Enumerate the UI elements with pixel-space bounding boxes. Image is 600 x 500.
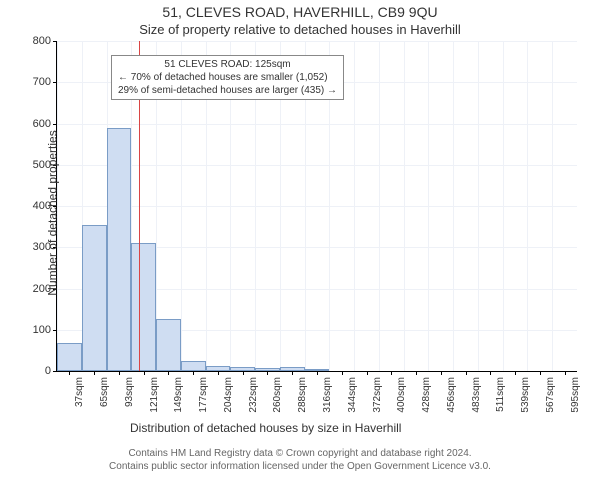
annotation-line: 29% of semi-detached houses are larger (… <box>118 84 337 97</box>
xtick-label: 539sqm <box>520 377 531 413</box>
page-subtitle: Size of property relative to detached ho… <box>0 22 600 37</box>
grid-line-v <box>453 41 454 371</box>
xtick-label: 37sqm <box>74 377 85 407</box>
ytick-mark <box>53 371 57 372</box>
histogram-bar <box>82 225 107 371</box>
histogram-bar <box>131 243 156 371</box>
grid-line-h <box>57 206 577 207</box>
xtick-label: 204sqm <box>223 377 234 413</box>
xtick-mark <box>267 371 268 375</box>
xtick-mark <box>367 371 368 375</box>
footer: Contains HM Land Registry data © Crown c… <box>0 447 600 473</box>
xtick-label: 511sqm <box>495 377 506 412</box>
histogram-bar <box>107 128 132 371</box>
grid-line-v <box>404 41 405 371</box>
xtick-label: 428sqm <box>421 377 432 413</box>
xtick-mark <box>119 371 120 375</box>
xtick-mark <box>94 371 95 375</box>
xtick-label: 400sqm <box>396 377 407 413</box>
annotation-box: 51 CLEVES ROAD: 125sqm← 70% of detached … <box>111 55 344 100</box>
xtick-label: 316sqm <box>322 377 333 413</box>
ytick-label: 100 <box>33 324 51 336</box>
x-axis-label: Distribution of detached houses by size … <box>130 421 401 435</box>
ytick-label: 800 <box>33 35 51 47</box>
xtick-label: 232sqm <box>248 377 259 413</box>
xtick-label: 65sqm <box>99 377 110 407</box>
xtick-mark <box>441 371 442 375</box>
grid-line-v <box>428 41 429 371</box>
grid-line-v <box>552 41 553 371</box>
xtick-label: 567sqm <box>545 377 556 413</box>
xtick-mark <box>391 371 392 375</box>
xtick-mark <box>168 371 169 375</box>
xtick-label: 93sqm <box>124 377 135 407</box>
xtick-label: 260sqm <box>272 377 283 413</box>
xtick-mark <box>193 371 194 375</box>
xtick-mark <box>466 371 467 375</box>
grid-line-v <box>478 41 479 371</box>
grid-line-v <box>527 41 528 371</box>
xtick-mark <box>243 371 244 375</box>
xtick-label: 595sqm <box>570 377 581 413</box>
xtick-mark <box>515 371 516 375</box>
xtick-mark <box>342 371 343 375</box>
xtick-label: 456sqm <box>446 377 457 413</box>
xtick-mark <box>416 371 417 375</box>
page-title: 51, CLEVES ROAD, HAVERHILL, CB9 9QU <box>0 4 600 20</box>
histogram-bar <box>181 361 206 371</box>
xtick-mark <box>144 371 145 375</box>
grid-line-v <box>379 41 380 371</box>
xtick-mark <box>218 371 219 375</box>
xtick-label: 372sqm <box>372 377 383 413</box>
xtick-label: 483sqm <box>471 377 482 413</box>
annotation-line: 51 CLEVES ROAD: 125sqm <box>118 58 337 71</box>
ytick-label: 700 <box>33 76 51 88</box>
xtick-mark <box>565 371 566 375</box>
ytick-label: 600 <box>33 118 51 130</box>
y-axis-label: Number of detached properties <box>46 130 60 295</box>
annotation-line: ← 70% of detached houses are smaller (1,… <box>118 71 337 84</box>
xtick-label: 121sqm <box>149 377 160 413</box>
xtick-label: 344sqm <box>347 377 358 413</box>
footer-line-2: Contains public sector information licen… <box>0 460 600 473</box>
grid-line-h <box>57 41 577 42</box>
grid-line-v <box>354 41 355 371</box>
xtick-mark <box>69 371 70 375</box>
grid-line-v <box>503 41 504 371</box>
chart-container: 010020030040050060070080037sqm65sqm93sqm… <box>0 41 600 441</box>
xtick-label: 177sqm <box>198 377 209 413</box>
histogram-bar <box>57 343 82 371</box>
xtick-mark <box>540 371 541 375</box>
xtick-mark <box>292 371 293 375</box>
plot-area: 010020030040050060070080037sqm65sqm93sqm… <box>56 41 577 372</box>
footer-line-1: Contains HM Land Registry data © Crown c… <box>0 447 600 460</box>
ytick-label: 0 <box>45 365 51 377</box>
xtick-label: 288sqm <box>297 377 308 413</box>
xtick-label: 149sqm <box>173 377 184 413</box>
xtick-mark <box>317 371 318 375</box>
grid-line-h <box>57 165 577 166</box>
grid-line-h <box>57 124 577 125</box>
histogram-bar <box>156 319 181 371</box>
xtick-mark <box>490 371 491 375</box>
